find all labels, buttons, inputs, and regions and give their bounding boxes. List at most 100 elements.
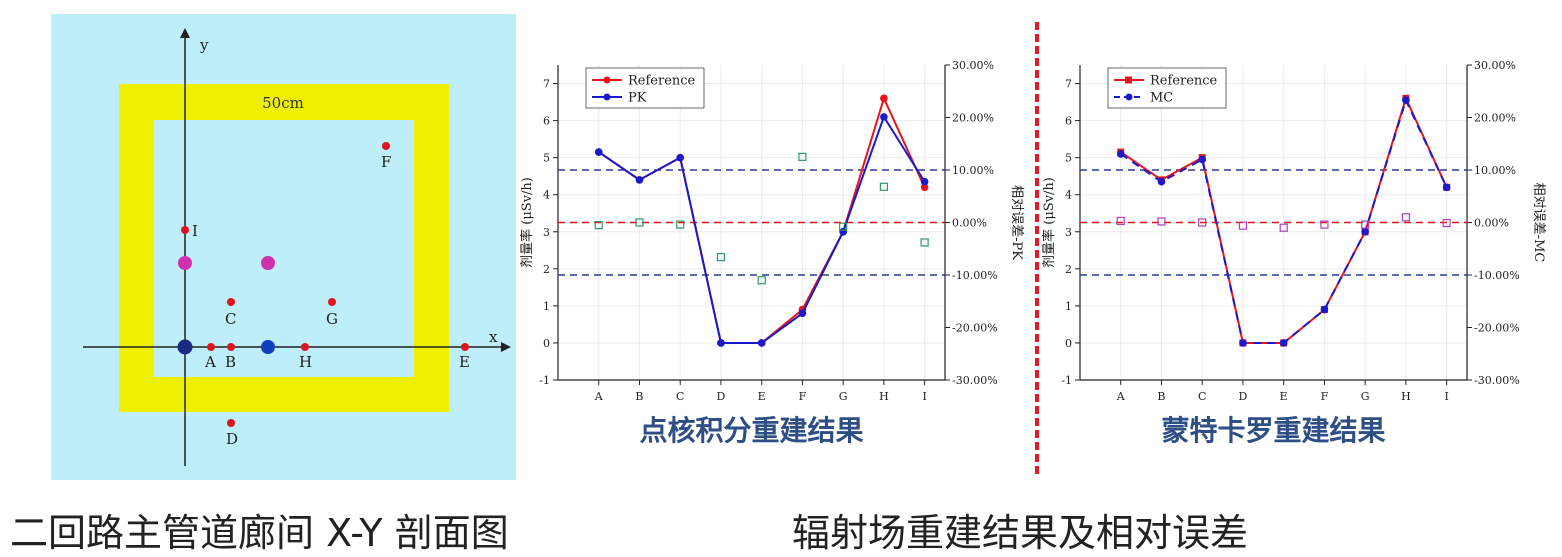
data-point [920,177,929,186]
error-point [635,218,644,227]
svg-text:E: E [459,353,470,371]
x-tick-label: I [1444,390,1448,403]
chart-subtitle: 点核积分重建结果 [639,414,863,447]
y-axis-title-left: 剂量率 (μSv/h) [1042,177,1057,268]
data-point [1402,96,1410,105]
section-divider [1035,22,1039,474]
grid [1080,65,1467,381]
detector-C: C [225,298,236,328]
right-tick-label: 10.00% [952,164,994,177]
detector-E: E [459,343,470,371]
data-point [1157,177,1166,186]
data-point [1361,227,1369,236]
detector-I: I [181,222,198,240]
error-point [594,221,603,230]
left-tick-label: 2 [543,263,550,276]
svg-text:B: B [225,353,236,371]
error-point [1198,218,1207,227]
right-tick-label: 10.00% [1474,164,1516,177]
left-tick-label: -1 [539,374,550,387]
legend-label: Reference [628,74,696,89]
source-marker [177,339,193,355]
source-marker [261,340,275,354]
data-point [1198,155,1207,164]
x-axis-label: x [489,328,498,346]
data-point [920,183,929,192]
detector-G: G [326,298,338,328]
legend: Reference PK [585,67,705,109]
detector-H: H [299,343,312,371]
error-point [798,152,807,161]
left-tick-label: 2 [1065,263,1072,276]
error-point [1238,221,1248,230]
svg-text:H: H [299,353,312,371]
data-point [880,94,888,103]
x-tick-label: H [1401,390,1411,403]
source-marker [178,256,192,270]
left-tick-label: 4 [543,189,550,202]
left-tick-label: 5 [1065,152,1072,165]
data-point [1442,183,1451,192]
error-point [1279,223,1288,232]
dimension-label: 50cm [262,94,304,112]
series-mc [1116,96,1451,347]
error-point [1401,213,1410,222]
error-point [839,222,848,231]
left-tick-label: 1 [1065,300,1072,313]
section-caption: 辐射场重建结果及相对误差 [792,511,1249,555]
svg-text:F: F [381,153,391,171]
error-point [757,276,766,285]
svg-text:G: G [326,310,338,328]
x-tick-label: C [1198,390,1206,403]
right-tick-label: -20.00% [1474,322,1520,335]
left-tick-label: 7 [1065,78,1072,91]
right-tick-label: 30.00% [952,59,994,72]
x-tick-label: A [594,390,604,403]
y-axis-arrow [180,28,190,38]
data-point [1239,339,1247,347]
shield-wall [119,84,449,412]
data-point [717,339,725,347]
error-point [879,182,888,191]
data-point [1116,150,1125,158]
right-tick-label: -10.00% [952,269,998,282]
right-tick-label: 30.00% [1474,59,1516,72]
error-point [1320,220,1329,229]
x-tick-label: B [635,390,643,403]
legend-marker [603,93,611,101]
series-pk [594,113,929,347]
svg-text:A: A [204,353,216,371]
x-tick-label: D [1239,390,1248,403]
left-tick-label: 1 [543,300,550,313]
schematic-caption: 二回路主管道廊间 X-Y 剖面图 [10,511,509,555]
series-relative-error [594,152,929,285]
detector-A: A [204,343,216,371]
chart-subtitle: 蒙特卡罗重建结果 [1161,414,1385,447]
error-point [1157,217,1166,226]
chart-mc: -1 0 1 2 3 4 5 6 7 -30.00% -20.00% -10.00% 0.00% 10.0… [1042,59,1546,447]
y-axis-title-right: 相对误差-PK [1009,185,1024,260]
data-point [798,309,807,318]
source-marker [261,256,275,270]
legend: Reference MC [1107,67,1227,109]
x-tick-label: B [1157,390,1165,403]
chart-pk: -1 0 1 2 3 4 5 6 7 -30.00% -20.00% -10.00% 0.00% 10.0… [520,59,1024,447]
left-tick-label: 3 [543,226,550,239]
error-point [920,238,929,247]
x-tick-label: G [1361,390,1370,403]
data-point [880,113,888,121]
data-point [1320,305,1329,314]
x-tick-label: E [758,390,766,403]
left-tick-label: 0 [1065,337,1072,350]
left-tick-label: 6 [543,115,550,128]
legend-label: Reference [1150,74,1218,89]
x-tick-label: D [717,390,726,403]
legend-label: MC [1150,91,1173,106]
y-axis-title-right: 相对误差-MC [1531,183,1546,263]
right-tick-label: -10.00% [1474,269,1520,282]
left-tick-label: 0 [543,337,550,350]
legend-marker [1125,76,1132,84]
error-point [676,220,685,229]
data-point [676,153,685,162]
x-tick-label: F [1321,390,1329,403]
